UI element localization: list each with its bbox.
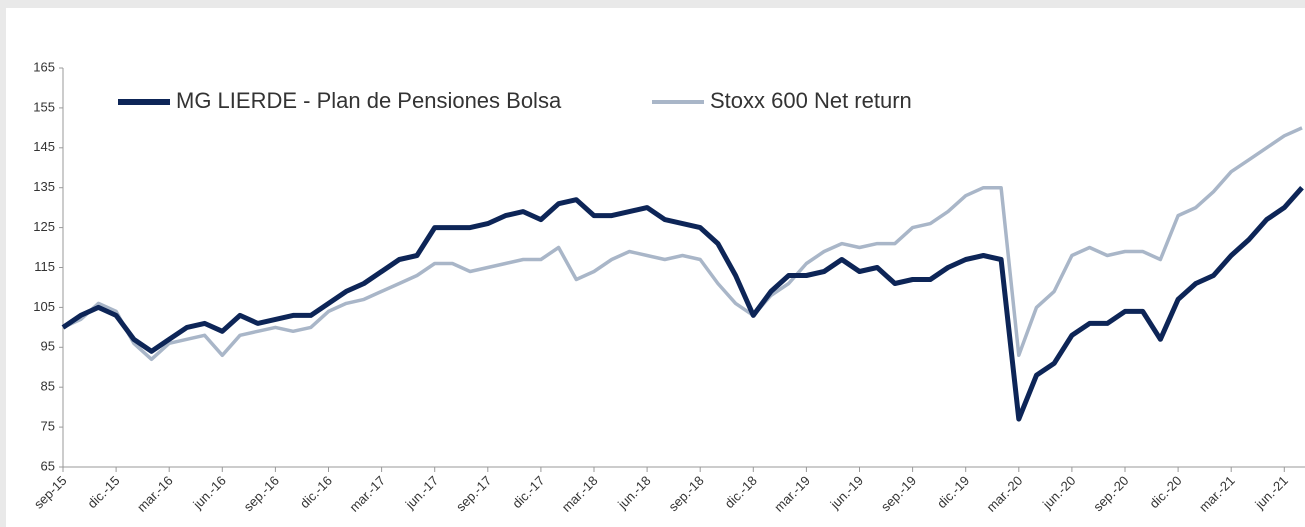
x-tick-label: mar.-17 [346, 473, 388, 515]
x-tick-label: mar.-21 [1196, 473, 1238, 515]
x-tick-label: dic.-18 [722, 473, 760, 511]
series-line [62, 126, 1303, 362]
legend-label: Stoxx 600 Net return [710, 88, 912, 113]
legend-label: MG LIERDE - Plan de Pensiones Bolsa [176, 88, 562, 113]
x-tick-label: jun.-19 [827, 473, 866, 512]
y-tick-label: 135 [33, 179, 55, 194]
x-tick-label: mar.-19 [771, 473, 813, 515]
chart: 65 75 85 95 105 115 125 135 145 155 165 sep-15 dic.-… [6, 8, 1305, 527]
x-tick-label: dic.-15 [84, 473, 122, 511]
x-tick-label: jun.-17 [402, 473, 441, 512]
y-tick-label: 75 [41, 419, 55, 434]
x-tick-label: dic.-17 [509, 473, 547, 511]
y-tick-label: 85 [41, 379, 55, 394]
y-tick-label: 165 [33, 59, 55, 74]
y-tick-label: 155 [33, 99, 55, 114]
y-tick-label: 105 [33, 299, 55, 314]
x-tick-label: jun.-16 [189, 473, 228, 512]
x-tick-label: sep.-19 [878, 473, 919, 514]
y-tick-label: 65 [41, 458, 55, 473]
x-tick-label: jun.-21 [1251, 473, 1290, 512]
legend: MG LIERDE - Plan de Pensiones Bolsa Stoxx… [118, 88, 912, 113]
y-tick-label: 95 [41, 339, 55, 354]
series-line [61, 186, 1304, 422]
x-tick-label: jun.-20 [1039, 473, 1078, 512]
x-tick-label: sep.-16 [241, 473, 282, 514]
x-tick-label: mar.-18 [559, 473, 601, 515]
x-tick-label: mar.-20 [984, 473, 1026, 515]
x-tick-label: jun.-18 [614, 473, 653, 512]
x-tick-label: sep-15 [31, 473, 70, 512]
y-tick-label: 145 [33, 139, 55, 154]
y-tick-label: 115 [34, 259, 55, 274]
x-tick-label: dic.-19 [934, 473, 972, 511]
x-tick-label: dic.-20 [1146, 473, 1184, 511]
x-tick-label: mar.-16 [134, 473, 176, 515]
x-tick-label: dic.-16 [297, 473, 335, 511]
x-tick-label: sep.-20 [1090, 473, 1131, 514]
x-tick-label: sep.-18 [665, 473, 706, 514]
x-tick-label: sep.-17 [453, 473, 494, 514]
y-tick-label: 125 [33, 219, 55, 234]
